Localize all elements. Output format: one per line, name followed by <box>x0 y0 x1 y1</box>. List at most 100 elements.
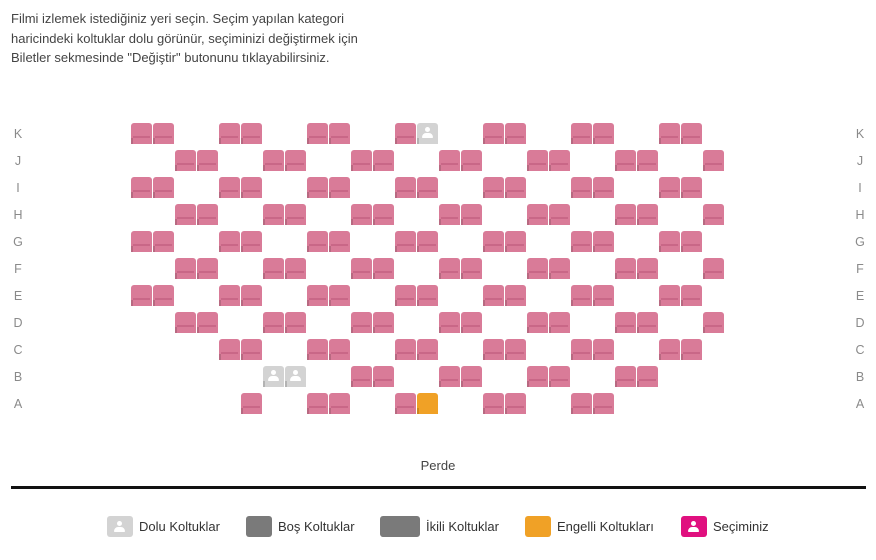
seat-c-5[interactable] <box>395 339 416 360</box>
seat-b-5[interactable] <box>439 366 460 387</box>
seat-k-10[interactable] <box>505 123 526 144</box>
seat-i-7[interactable] <box>395 177 416 198</box>
seat-f-6[interactable] <box>373 258 394 279</box>
seat-f-12[interactable] <box>637 258 658 279</box>
seat-e-14[interactable] <box>681 285 702 306</box>
seat-e-11[interactable] <box>571 285 592 306</box>
seat-k-1[interactable] <box>131 123 152 144</box>
seat-k-12[interactable] <box>593 123 614 144</box>
seat-c-2[interactable] <box>241 339 262 360</box>
seat-f-7[interactable] <box>439 258 460 279</box>
seat-g-4[interactable] <box>241 231 262 252</box>
seat-i-3[interactable] <box>219 177 240 198</box>
seat-c-6[interactable] <box>417 339 438 360</box>
seat-j-4[interactable] <box>285 150 306 171</box>
seat-e-1[interactable] <box>131 285 152 306</box>
seat-k-4[interactable] <box>241 123 262 144</box>
seat-k-7[interactable] <box>395 123 416 144</box>
seat-e-9[interactable] <box>483 285 504 306</box>
seat-g-7[interactable] <box>395 231 416 252</box>
seat-e-12[interactable] <box>593 285 614 306</box>
seat-h-1[interactable] <box>175 204 196 225</box>
seat-h-3[interactable] <box>263 204 284 225</box>
seat-d-10[interactable] <box>549 312 570 333</box>
seat-b-8[interactable] <box>549 366 570 387</box>
seat-e-3[interactable] <box>219 285 240 306</box>
seat-d-13[interactable] <box>703 312 724 333</box>
seat-h-8[interactable] <box>461 204 482 225</box>
seat-k-3[interactable] <box>219 123 240 144</box>
seat-e-2[interactable] <box>153 285 174 306</box>
seat-g-12[interactable] <box>593 231 614 252</box>
seat-j-2[interactable] <box>197 150 218 171</box>
seat-i-5[interactable] <box>307 177 328 198</box>
seat-j-13[interactable] <box>703 150 724 171</box>
seat-a-7[interactable] <box>505 393 526 414</box>
seat-j-10[interactable] <box>549 150 570 171</box>
seat-b-7[interactable] <box>527 366 548 387</box>
seat-a-3[interactable] <box>329 393 350 414</box>
seat-c-1[interactable] <box>219 339 240 360</box>
seat-k-14[interactable] <box>681 123 702 144</box>
seat-j-12[interactable] <box>637 150 658 171</box>
seat-i-1[interactable] <box>131 177 152 198</box>
seat-k-6[interactable] <box>329 123 350 144</box>
seat-i-2[interactable] <box>153 177 174 198</box>
seat-f-5[interactable] <box>351 258 372 279</box>
seat-k-5[interactable] <box>307 123 328 144</box>
seat-j-7[interactable] <box>439 150 460 171</box>
seat-j-9[interactable] <box>527 150 548 171</box>
seat-f-11[interactable] <box>615 258 636 279</box>
seat-h-13[interactable] <box>703 204 724 225</box>
seat-c-4[interactable] <box>329 339 350 360</box>
seat-b-3[interactable] <box>351 366 372 387</box>
seat-b-10[interactable] <box>637 366 658 387</box>
seat-f-3[interactable] <box>263 258 284 279</box>
seat-e-5[interactable] <box>307 285 328 306</box>
seat-d-9[interactable] <box>527 312 548 333</box>
seat-c-11[interactable] <box>659 339 680 360</box>
seat-h-9[interactable] <box>527 204 548 225</box>
seat-h-10[interactable] <box>549 204 570 225</box>
seat-f-1[interactable] <box>175 258 196 279</box>
seat-e-4[interactable] <box>241 285 262 306</box>
seat-i-13[interactable] <box>659 177 680 198</box>
seat-k-2[interactable] <box>153 123 174 144</box>
seat-d-11[interactable] <box>615 312 636 333</box>
seat-j-3[interactable] <box>263 150 284 171</box>
seat-e-10[interactable] <box>505 285 526 306</box>
seat-i-6[interactable] <box>329 177 350 198</box>
seat-d-8[interactable] <box>461 312 482 333</box>
seat-g-14[interactable] <box>681 231 702 252</box>
seat-d-12[interactable] <box>637 312 658 333</box>
seat-a-9[interactable] <box>593 393 614 414</box>
seat-a-1[interactable] <box>241 393 262 414</box>
seat-i-8[interactable] <box>417 177 438 198</box>
seat-b-6[interactable] <box>461 366 482 387</box>
seat-h-6[interactable] <box>373 204 394 225</box>
seat-h-5[interactable] <box>351 204 372 225</box>
seat-b-4[interactable] <box>373 366 394 387</box>
seat-c-3[interactable] <box>307 339 328 360</box>
seat-i-4[interactable] <box>241 177 262 198</box>
seat-d-6[interactable] <box>373 312 394 333</box>
seat-e-7[interactable] <box>395 285 416 306</box>
seat-i-9[interactable] <box>483 177 504 198</box>
seat-g-5[interactable] <box>307 231 328 252</box>
seat-g-11[interactable] <box>571 231 592 252</box>
seat-h-11[interactable] <box>615 204 636 225</box>
seat-f-13[interactable] <box>703 258 724 279</box>
seat-g-8[interactable] <box>417 231 438 252</box>
seat-f-2[interactable] <box>197 258 218 279</box>
seat-g-13[interactable] <box>659 231 680 252</box>
seat-c-8[interactable] <box>505 339 526 360</box>
seat-g-6[interactable] <box>329 231 350 252</box>
seat-e-8[interactable] <box>417 285 438 306</box>
seat-b-9[interactable] <box>615 366 636 387</box>
seat-g-2[interactable] <box>153 231 174 252</box>
seat-d-4[interactable] <box>285 312 306 333</box>
seat-a-5[interactable] <box>417 393 438 414</box>
seat-i-14[interactable] <box>681 177 702 198</box>
seat-d-3[interactable] <box>263 312 284 333</box>
seat-g-3[interactable] <box>219 231 240 252</box>
